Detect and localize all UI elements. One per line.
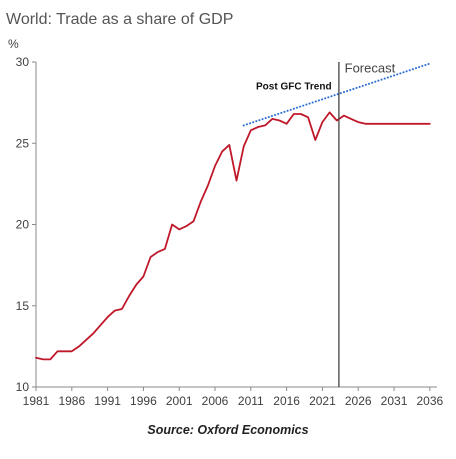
x-tick-label: 1996 bbox=[130, 394, 157, 408]
x-tick-label: 2006 bbox=[202, 394, 229, 408]
y-tick-labels: 10 15 20 25 30 bbox=[16, 55, 30, 394]
y-axis-unit-label: % bbox=[8, 37, 19, 51]
y-tick-label: 20 bbox=[16, 218, 30, 232]
trade-share-line bbox=[35, 111, 431, 361]
x-tick-label: 2016 bbox=[273, 394, 300, 408]
y-tick-label: 30 bbox=[16, 55, 30, 69]
y-tick-label: 10 bbox=[16, 380, 30, 394]
post-gfc-trend-annotation: Post GFC Trend bbox=[256, 81, 332, 92]
x-tick-label: 1986 bbox=[58, 394, 85, 408]
x-tick-label: 2011 bbox=[238, 394, 264, 408]
x-tick-label: 2031 bbox=[381, 394, 408, 408]
axes bbox=[32, 61, 437, 391]
x-tick-labels: 1981 1986 1991 1996 2001 2006 2011 2016 2021 2026… bbox=[23, 394, 444, 408]
y-tick-label: 25 bbox=[16, 136, 30, 150]
series-layer bbox=[35, 62, 431, 361]
x-tick-label: 1981 bbox=[23, 394, 50, 408]
forecast-annotation: Forecast bbox=[345, 61, 396, 76]
x-tick-label: 1991 bbox=[94, 394, 121, 408]
x-tick-label: 2036 bbox=[416, 394, 443, 408]
x-tick-label: 2026 bbox=[345, 394, 372, 408]
x-tick-label: 2021 bbox=[309, 394, 336, 408]
y-tick-label: 15 bbox=[16, 299, 30, 313]
x-tick-label: 2001 bbox=[166, 394, 193, 408]
source-note: Source: Oxford Economics bbox=[147, 423, 308, 437]
chart-title: World: Trade as a share of GDP bbox=[6, 11, 233, 28]
post-gfc-trend-line bbox=[242, 62, 431, 127]
